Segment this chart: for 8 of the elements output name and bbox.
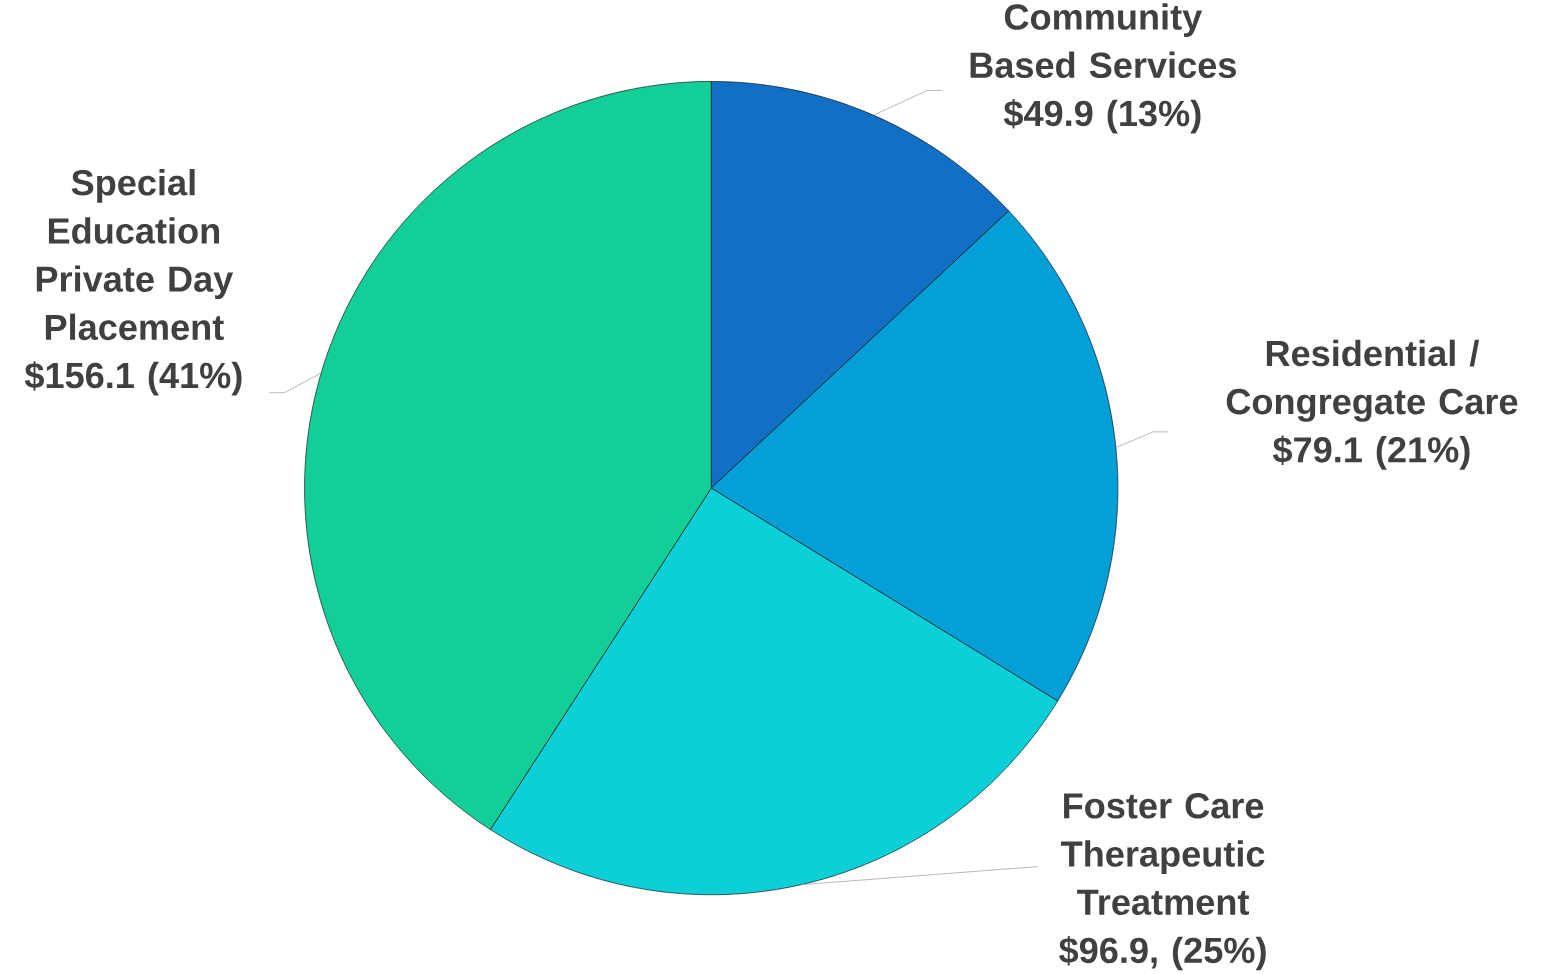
slice-label: Residential / Congregate Care	[1226, 339, 1518, 422]
slice-label: Special Education Private Day Placement	[36, 169, 234, 341]
slice-label: Community Based Services	[970, 3, 1236, 79]
data-label: $49.9 (13%)	[1003, 99, 1201, 134]
data-label: $96.9, (25%)	[1059, 936, 1266, 971]
data-label: $79.1 (21%)	[1272, 435, 1470, 470]
data-label: $156.1 (41%)	[24, 361, 242, 396]
slice-label: Foster Care Therapeutic Treatment	[1061, 793, 1265, 916]
